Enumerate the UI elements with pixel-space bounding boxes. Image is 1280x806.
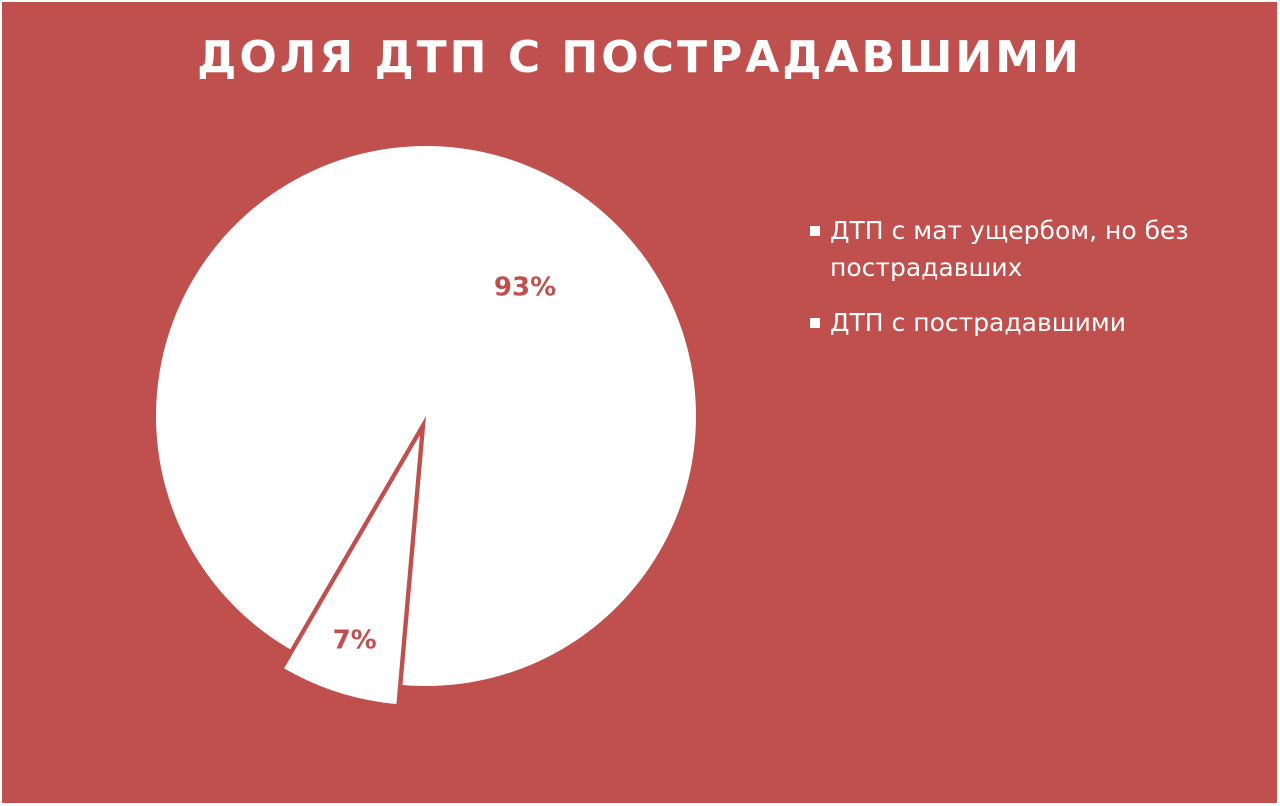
pie-slice (156, 146, 697, 687)
legend-item: ДТП с пострадавшими (808, 304, 1228, 341)
legend-marker-icon (810, 318, 820, 328)
legend: ДТП с мат ущербом, но без пострадавших Д… (808, 212, 1228, 359)
chart-title: ДОЛЯ ДТП С ПОСТРАДАВШИМИ (197, 32, 1082, 83)
pie-slice (284, 435, 420, 705)
data-label: 7% (333, 625, 377, 655)
legend-marker-icon (810, 226, 820, 236)
legend-label: ДТП с пострадавшими (830, 308, 1126, 337)
data-label: 93% (494, 272, 556, 302)
legend-label: ДТП с мат ущербом, но без пострадавших (830, 216, 1189, 282)
legend-item: ДТП с мат ущербом, но без пострадавших (808, 212, 1228, 286)
